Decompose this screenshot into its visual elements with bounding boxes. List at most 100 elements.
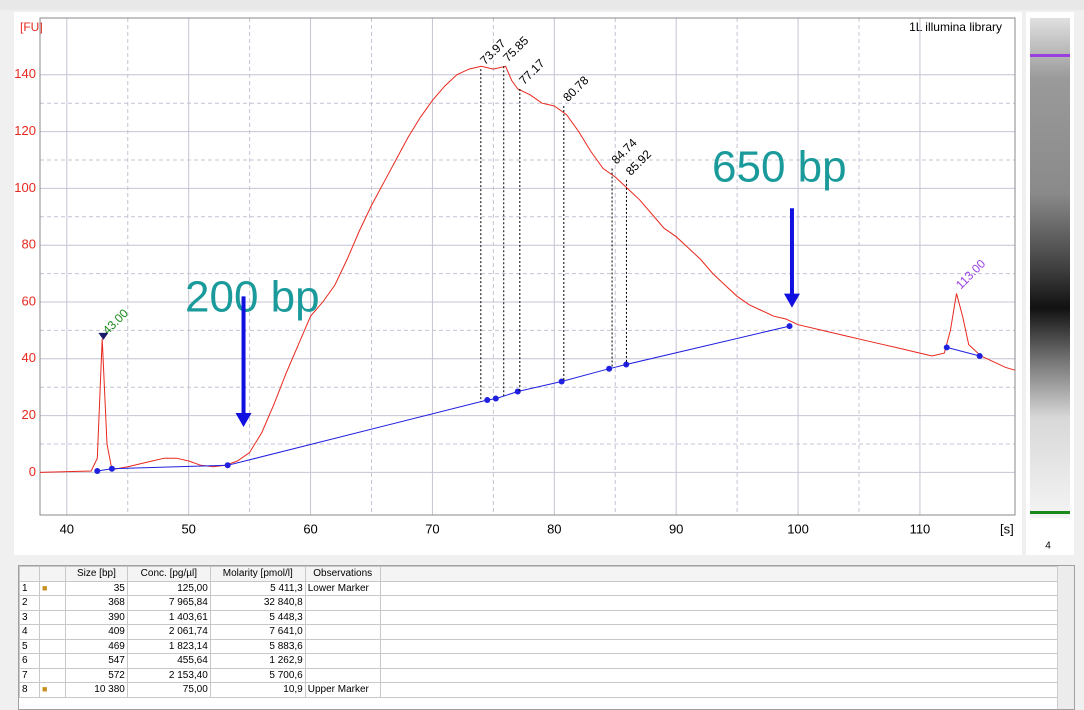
baseline-point (94, 467, 101, 474)
text-cell (379, 609, 1074, 625)
arrow-head (783, 293, 800, 308)
header-cell: Observations (304, 566, 381, 582)
table-row: 5 469 1 823,14 5 883,6 (19, 638, 1074, 654)
x-tick-label: 90 (669, 521, 683, 536)
text-cell: Upper Marker (304, 682, 381, 698)
number-cell: 455,64 (126, 653, 211, 669)
number-cell: 10,9 (209, 682, 306, 698)
row-number: 1 (19, 580, 40, 596)
table: Size [bp] Conc. [pg/µl] Molarity [pmol/l] O… (19, 566, 1074, 698)
row-number: 8 (19, 682, 40, 698)
row-icon: ■ (38, 580, 66, 596)
text-cell (379, 595, 1074, 611)
x-axis-label: [s] (1000, 521, 1014, 536)
baseline-point (492, 395, 499, 402)
table-row: 4 409 2 061,74 7 641,0 (19, 624, 1074, 640)
header-cell (38, 566, 66, 582)
number-cell: 125,00 (126, 580, 211, 596)
number-cell: 5 448,3 (209, 609, 306, 625)
row-icon (38, 653, 66, 669)
number-cell: 409 (64, 624, 128, 640)
header-cell (379, 566, 1074, 582)
number-cell: 572 (64, 667, 128, 683)
x-tick-label: 60 (303, 521, 317, 536)
table-row: 3 390 1 403,61 5 448,3 (19, 609, 1074, 625)
number-cell: 469 (64, 638, 128, 654)
baseline-point (514, 388, 521, 395)
results-table: Size [bp] Conc. [pg/µl] Molarity [pmol/l] O… (18, 565, 1075, 710)
row-icon (38, 595, 66, 611)
y-axis-label: [FU] (20, 20, 43, 34)
text-cell (304, 624, 381, 640)
text-cell (379, 638, 1074, 654)
header-cell: Molarity [pmol/l] (209, 566, 306, 582)
baseline-point (976, 352, 983, 359)
table-row: 1 ■ 35 125,00 5 411,3 Lower Marker (19, 580, 1074, 596)
baseline-point (558, 378, 565, 385)
number-cell: 7 641,0 (209, 624, 306, 640)
number-cell: 7 965,84 (126, 595, 211, 611)
text-cell (379, 682, 1074, 698)
x-tick-label: 80 (547, 521, 561, 536)
row-icon (38, 638, 66, 654)
row-icon: ■ (38, 682, 66, 698)
y-tick-label: 60 (22, 293, 36, 308)
row-icon (38, 667, 66, 683)
header-cell: Size [bp] (64, 566, 128, 582)
gel-band (1030, 511, 1070, 514)
text-cell (379, 624, 1074, 640)
number-cell: 1 823,14 (126, 638, 211, 654)
text-cell (304, 667, 381, 683)
baseline-point (943, 344, 950, 351)
header-cell (19, 566, 40, 582)
number-cell: 2 061,74 (126, 624, 211, 640)
y-tick-label: 40 (22, 350, 36, 365)
arrow-head (235, 412, 252, 427)
number-cell: 32 840,8 (209, 595, 306, 611)
table-row: 7 572 2 153,40 5 700,6 (19, 667, 1074, 683)
text-cell (304, 609, 381, 625)
row-number: 4 (19, 624, 40, 640)
text-cell (379, 667, 1074, 683)
row-number: 7 (19, 667, 40, 683)
text-cell (379, 580, 1074, 596)
number-cell: 10 380 (64, 682, 128, 698)
gel-lane (1030, 18, 1070, 518)
text-cell: Lower Marker (304, 580, 381, 596)
number-cell: 390 (64, 609, 128, 625)
baseline-point (786, 323, 793, 330)
row-number: 3 (19, 609, 40, 625)
number-cell: 368 (64, 595, 128, 611)
row-icon (38, 624, 66, 640)
number-cell: 5 700,6 (209, 667, 306, 683)
baseline-point (606, 365, 613, 372)
annotation: 650 bp (712, 143, 847, 192)
y-tick-label: 140 (14, 66, 36, 81)
header-row: Size [bp] Conc. [pg/µl] Molarity [pmol/l] O… (19, 566, 1074, 582)
y-tick-label: 20 (22, 407, 36, 422)
chart-title: 1L illumina library (909, 20, 1002, 34)
text-cell (304, 653, 381, 669)
header-cell: Conc. [pg/µl] (126, 566, 211, 582)
text-cell (379, 653, 1074, 669)
plot-frame (39, 17, 1016, 516)
x-tick-label: 40 (60, 521, 74, 536)
number-cell: 1 262,9 (209, 653, 306, 669)
chart: 4 [FU] [s] 1L illumina library 0 20 40 60 80… (0, 0, 1084, 555)
table-row: 8 ■ 10 380 75,00 10,9 Upper Marker (19, 682, 1074, 698)
scrollbar[interactable] (1057, 566, 1074, 709)
row-number: 2 (19, 595, 40, 611)
x-tick-label: 50 (181, 521, 195, 536)
y-tick-label: 100 (14, 180, 36, 195)
number-cell: 2 153,40 (126, 667, 211, 683)
baseline-point (108, 465, 115, 472)
number-cell: 5 883,6 (209, 638, 306, 654)
toolbar (0, 0, 1084, 10)
number-cell: 35 (64, 580, 128, 596)
row-number: 5 (19, 638, 40, 654)
x-tick-label: 100 (787, 521, 809, 536)
marker-triangle (98, 332, 109, 340)
series-line (97, 325, 980, 472)
number-cell: 5 411,3 (209, 580, 306, 596)
